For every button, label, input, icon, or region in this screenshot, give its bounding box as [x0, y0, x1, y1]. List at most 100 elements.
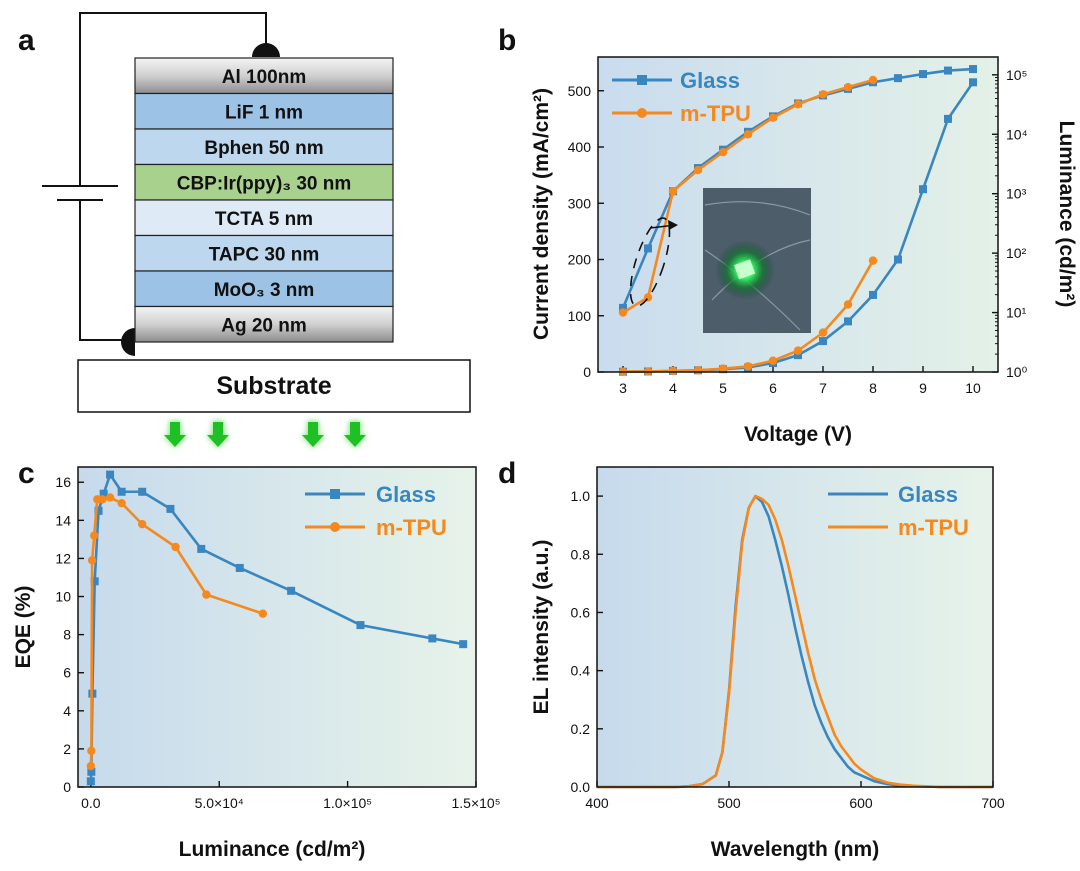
- point-b3-3: [693, 165, 703, 175]
- y-tick-label-5: 10: [55, 589, 71, 605]
- plot-frame-b: [597, 56, 999, 373]
- layer-2: [134, 128, 394, 166]
- emission-arrow-3: [344, 422, 366, 447]
- x-axis-label-d: Wavelength (nm): [711, 838, 879, 861]
- point-b3-8: [818, 90, 828, 99]
- y-tick-label-6: 12: [55, 550, 71, 566]
- emission-arrow-2: [302, 422, 324, 447]
- point-b2-12: [919, 70, 927, 79]
- layer-label-6: MoO₃ 3 nm: [214, 280, 315, 301]
- point-b3-6: [768, 113, 778, 122]
- point-c1-11: [258, 609, 268, 618]
- x-tick-label-0: 3: [619, 380, 627, 396]
- y-axis-label-b: Current density (mA/cm²): [530, 88, 553, 340]
- x-tick-label-7: 10: [965, 380, 981, 396]
- legend-b-mtpu-label: m-TPU: [680, 101, 751, 126]
- point-c0-1: [87, 767, 96, 776]
- y-tick-label-3: 6: [63, 665, 71, 681]
- y-tick-label-3: 300: [568, 195, 592, 211]
- panel-b-iv-luminance: b 3 4 5 6 7 8 9 10010020030040050010⁰10¹10²10³1…: [498, 24, 1078, 446]
- bottom-contact-dot: [121, 328, 135, 356]
- point-b0-14: [969, 78, 977, 87]
- point-b0-7: [794, 351, 802, 360]
- left-axis-arrowhead: [668, 220, 678, 230]
- point-b3-7: [793, 100, 803, 109]
- point-c0-9: [166, 504, 175, 513]
- x-tick-label-0: 400: [585, 795, 609, 811]
- y-axis-label-d: EL intensity (a.u.): [530, 540, 553, 715]
- layer-6: [134, 270, 394, 308]
- layer-label-0: Al 100nm: [222, 67, 306, 88]
- x-tick-label-3: 700: [981, 795, 1005, 811]
- point-b3-5: [743, 130, 753, 139]
- point-c0-3: [90, 577, 99, 586]
- layer-label-7: Ag 20 nm: [221, 315, 307, 336]
- point-b1-4: [718, 364, 728, 373]
- layer-stack: Al 100nm LiF 1 nm Bphen 50 nm CBP:Ir(ppy)₃ …: [134, 57, 394, 343]
- legend-c: Glass m-TPU: [305, 482, 447, 540]
- panel-label-c: c: [18, 457, 35, 490]
- panel-label-b: b: [498, 24, 516, 57]
- panel-c-eqe: c 0.0 5.0×10⁴ 1.0×10⁵ 1.5×10⁵0246810121416 …: [12, 457, 501, 861]
- y-axis-label-c: EQE (%): [12, 586, 35, 669]
- point-b2-1: [644, 244, 652, 253]
- point-b2-0: [619, 303, 627, 312]
- y-tick-label-1: 100: [568, 308, 592, 324]
- series-line-d1: [597, 494, 993, 789]
- point-b1-10: [868, 256, 878, 265]
- point-c0-15: [459, 640, 468, 649]
- point-c1-5: [98, 495, 107, 504]
- legend-b-glass-marker: [637, 75, 647, 85]
- point-b1-8: [818, 328, 828, 337]
- x-tick-label-6: 9: [919, 380, 927, 396]
- point-b1-6: [768, 356, 778, 365]
- x-axis-label-b: Voltage (V): [744, 423, 852, 446]
- y-tick-label-4: 8: [63, 627, 71, 643]
- panel-d-el-spectrum: d 400 500 600 700 0.0 0.2 0.4 0.6 0.8 1.0 Glass m…: [498, 457, 1005, 861]
- point-c1-1: [87, 746, 96, 756]
- point-c1-7: [117, 498, 126, 508]
- y-tick-label-0: 0: [63, 779, 71, 795]
- x-tick-label-3: 1.5×10⁵: [451, 795, 500, 811]
- point-c1-10: [202, 590, 211, 599]
- x-tick-label-4: 7: [819, 380, 827, 396]
- point-c0-4: [94, 506, 103, 515]
- y-tick-label-1: 2: [63, 741, 71, 757]
- point-c1-3: [89, 531, 99, 540]
- legend-c-glass-marker: [330, 489, 340, 499]
- legend-d: Glass m-TPU: [828, 482, 969, 540]
- point-c0-11: [235, 563, 244, 572]
- x-tick-label-2: 1.0×10⁵: [323, 795, 372, 811]
- point-b0-11: [894, 255, 902, 264]
- substrate-label: Substrate: [216, 372, 331, 400]
- point-b2-11: [894, 74, 902, 83]
- emission-arrow-1: [207, 422, 229, 447]
- layer-1: [134, 92, 394, 130]
- y2-tick-label-5: 10⁵: [1006, 67, 1027, 83]
- x-tick-label-2: 600: [849, 795, 873, 811]
- point-b0-9: [844, 317, 852, 326]
- point-b3-0: [618, 308, 628, 317]
- substrate-block: [77, 359, 471, 413]
- point-b0-12: [919, 185, 927, 194]
- y2-tick-label-0: 10⁰: [1006, 364, 1028, 380]
- point-c0-13: [356, 621, 365, 630]
- point-c1-8: [137, 519, 147, 529]
- point-c0-8: [138, 487, 147, 496]
- point-c0-7: [117, 487, 126, 496]
- point-b3-2: [668, 187, 678, 196]
- panel-label-d: d: [498, 457, 516, 490]
- y-tick-label-4: 0.8: [571, 546, 591, 562]
- x-tick-label-5: 8: [869, 380, 877, 396]
- layer-label-4: TCTA 5 nm: [215, 209, 313, 230]
- legend-b-glass-label: Glass: [680, 68, 740, 93]
- legend-d-mtpu-label: m-TPU: [898, 515, 969, 540]
- plot-b-marks: 3 4 5 6 7 8 9 10010020030040050010⁰10¹10²10³10⁴…: [568, 65, 1028, 396]
- x-tick-label-1: 5.0×10⁴: [195, 795, 244, 811]
- point-c1-6: [105, 493, 115, 502]
- point-b0-13: [944, 114, 952, 123]
- point-c0-14: [428, 634, 437, 643]
- y-tick-label-5: 1.0: [571, 488, 591, 504]
- y-tick-label-1: 0.2: [571, 721, 591, 737]
- layer-label-5: TAPC 30 nm: [209, 244, 320, 265]
